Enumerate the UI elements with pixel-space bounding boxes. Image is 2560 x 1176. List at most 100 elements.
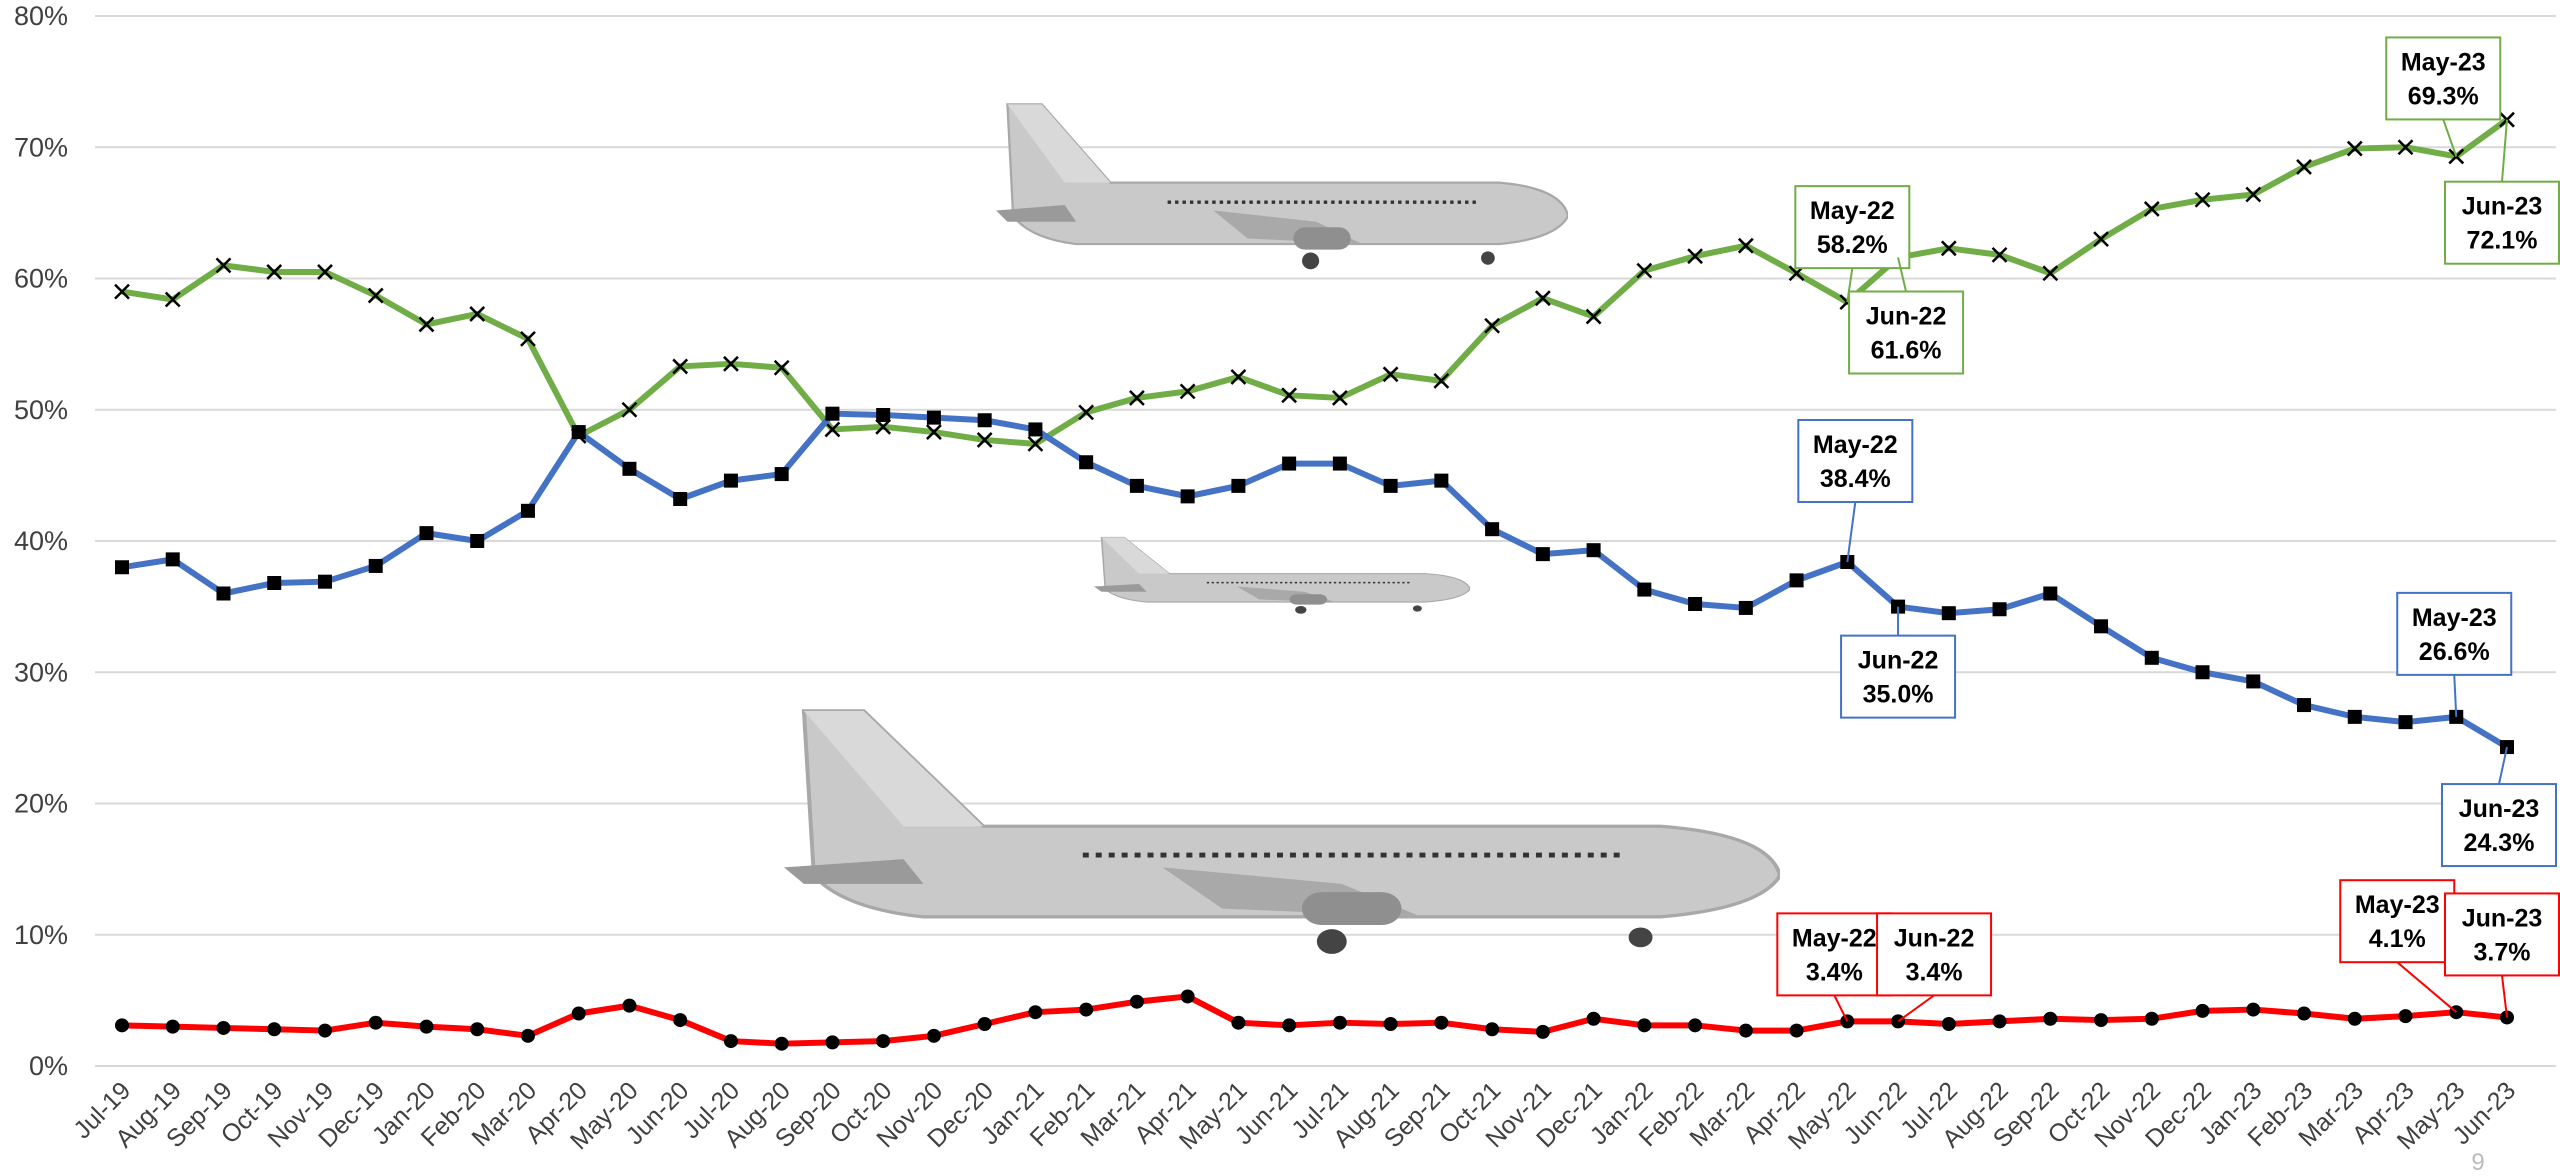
marker xyxy=(1484,317,1500,334)
marker xyxy=(2195,1003,2210,1018)
marker xyxy=(1382,366,1399,383)
marker xyxy=(2093,231,2109,248)
marker xyxy=(1282,456,1297,471)
marker xyxy=(2245,186,2262,203)
marker xyxy=(1282,1018,1297,1033)
marker xyxy=(1688,1018,1703,1033)
marker xyxy=(2398,715,2413,730)
marker xyxy=(419,1019,434,1034)
marker xyxy=(876,1034,891,1049)
marker xyxy=(2195,665,2210,680)
callout-box xyxy=(1776,912,1893,997)
callout-box xyxy=(1840,634,1957,719)
marker xyxy=(215,257,232,274)
marker xyxy=(266,264,283,280)
marker xyxy=(1586,543,1601,558)
callout-category: May-22 xyxy=(1810,197,1895,225)
marker xyxy=(571,1006,586,1021)
callout-category: Jun-23 xyxy=(2462,193,2543,221)
marker xyxy=(1179,383,1196,400)
callout-value: 58.2% xyxy=(1817,231,1888,259)
callout-box xyxy=(1876,912,1993,997)
page-number: 9 xyxy=(2471,1149,2484,1176)
marker xyxy=(1129,390,1145,406)
callout-value: 38.4% xyxy=(1820,465,1891,493)
marker xyxy=(1585,308,1602,325)
marker xyxy=(1281,387,1298,404)
callout-box xyxy=(1797,419,1914,503)
series-line xyxy=(121,993,2508,1047)
marker xyxy=(368,558,383,573)
callout-category: Jun-22 xyxy=(1894,924,1975,952)
marker xyxy=(774,467,789,482)
marker xyxy=(2144,1011,2159,1026)
y-tick-label: 20% xyxy=(14,789,68,819)
marker xyxy=(165,1019,180,1034)
marker xyxy=(1992,602,2007,617)
marker xyxy=(773,359,790,376)
callout-box xyxy=(1848,290,1965,375)
y-tick-label: 10% xyxy=(14,920,68,950)
marker xyxy=(2043,1011,2058,1026)
marker xyxy=(2347,1011,2362,1026)
marker xyxy=(825,1035,840,1050)
marker xyxy=(2296,159,2312,175)
callout-value: 61.6% xyxy=(1871,337,1942,365)
marker xyxy=(1180,989,1195,1004)
callout-category: Jun-22 xyxy=(1858,647,1939,675)
marker xyxy=(1028,422,1043,437)
callout-category: Jun-22 xyxy=(1866,303,1947,331)
y-tick-label: 50% xyxy=(14,395,68,425)
callout-box xyxy=(2444,892,2560,977)
marker xyxy=(164,291,181,308)
marker xyxy=(2144,650,2159,665)
marker xyxy=(1434,473,1449,488)
marker xyxy=(1636,262,1653,279)
marker xyxy=(2094,619,2109,634)
callout-category: May-22 xyxy=(1792,924,1877,952)
aircraft-illustrations xyxy=(784,104,1780,954)
callout-box xyxy=(1794,185,1911,270)
marker xyxy=(1079,455,1094,470)
marker xyxy=(1129,478,1144,493)
marker xyxy=(1991,246,2008,263)
marker xyxy=(1941,1017,1956,1031)
marker xyxy=(926,424,942,440)
marker xyxy=(317,264,333,280)
marker xyxy=(977,413,992,428)
callout-value: 3.4% xyxy=(1906,958,1963,986)
callout-category: May-23 xyxy=(2355,891,2440,919)
regional-jet-illustration xyxy=(1094,535,1470,615)
marker xyxy=(673,492,688,506)
marker xyxy=(673,1013,688,1028)
marker xyxy=(1027,435,1044,452)
marker xyxy=(1941,606,1956,621)
marker xyxy=(824,421,841,438)
marker xyxy=(368,1015,383,1030)
marker xyxy=(267,576,282,590)
marker xyxy=(622,461,637,476)
marker xyxy=(1079,1002,1094,1017)
y-tick-label: 40% xyxy=(14,526,68,556)
callout-box xyxy=(2441,783,2557,868)
y-tick-label: 30% xyxy=(14,657,68,687)
marker xyxy=(520,1028,535,1043)
marker xyxy=(115,1018,129,1033)
marker xyxy=(2246,674,2261,689)
marker xyxy=(1940,240,1957,257)
marker xyxy=(723,355,739,372)
marker xyxy=(875,418,892,435)
marker xyxy=(926,410,941,425)
marker xyxy=(317,574,332,589)
marker xyxy=(825,406,840,421)
marker xyxy=(1230,369,1247,385)
marker xyxy=(1688,597,1703,611)
marker xyxy=(367,287,384,304)
callout-leader xyxy=(2453,674,2458,717)
marker xyxy=(1992,1014,2007,1029)
marker xyxy=(1789,1023,1804,1038)
callout-category: May-22 xyxy=(1813,431,1898,459)
marker xyxy=(1180,489,1195,504)
marker xyxy=(520,503,535,518)
marker xyxy=(317,1023,332,1038)
